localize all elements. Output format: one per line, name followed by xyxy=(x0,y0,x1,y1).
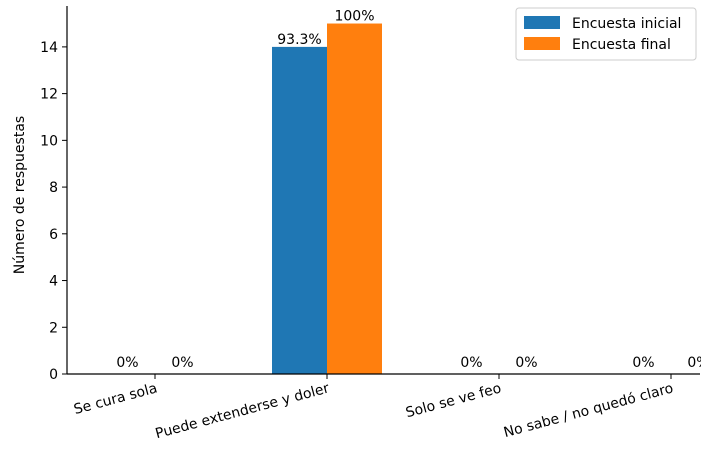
data-label: 100% xyxy=(334,9,374,25)
data-label: 0% xyxy=(515,355,537,371)
y-tick-label: 8 xyxy=(49,180,58,196)
legend: Encuesta inicial Encuesta final xyxy=(515,7,697,61)
data-label: 0% xyxy=(116,355,138,371)
x-tick-label: Se cura sola xyxy=(72,380,159,418)
bar-final-1 xyxy=(327,23,382,375)
y-tick-label: 4 xyxy=(49,274,58,290)
legend-label: Encuesta final xyxy=(572,37,671,53)
legend-label: Encuesta inicial xyxy=(572,16,681,32)
data-label: 0% xyxy=(460,355,482,371)
x-tick-label: Solo se ve feo xyxy=(404,380,503,421)
legend-box xyxy=(515,7,697,61)
legend-swatch xyxy=(524,16,560,29)
y-axis-title: Número de respuestas xyxy=(12,116,28,274)
x-tick-label: No sabe / no quedó claro xyxy=(502,380,675,441)
y-tick-label: 10 xyxy=(40,133,58,149)
y-tick-label: 0 xyxy=(49,367,58,383)
bar-inicial-1 xyxy=(272,46,327,375)
data-label: 0% xyxy=(171,355,193,371)
data-label: 0% xyxy=(687,355,701,371)
x-tick-label: Puede extenderse y doler xyxy=(154,380,332,442)
data-label: 93.3% xyxy=(277,32,321,48)
y-tick-label: 6 xyxy=(49,227,58,243)
data-label: 0% xyxy=(632,355,654,371)
legend-swatch xyxy=(524,37,560,50)
y-tick-label: 12 xyxy=(40,87,58,103)
y-tick-label: 2 xyxy=(49,320,58,336)
y-tick-label: 14 xyxy=(40,40,58,56)
